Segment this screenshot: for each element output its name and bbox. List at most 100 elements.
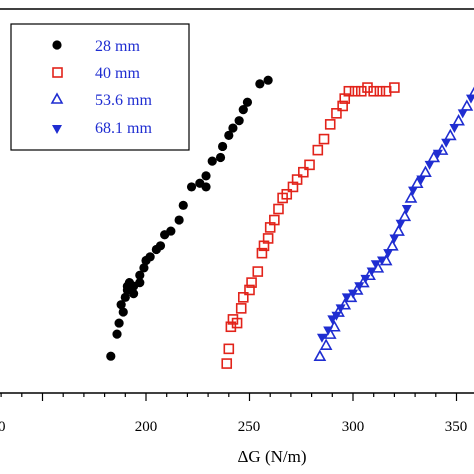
data-point bbox=[424, 160, 435, 170]
data-point bbox=[316, 333, 327, 343]
x-axis-title: ΔG (N/m) bbox=[237, 447, 306, 466]
data-point bbox=[112, 329, 122, 339]
data-point bbox=[441, 138, 452, 148]
x-tick-label-200: 200 bbox=[135, 419, 158, 435]
data-point bbox=[457, 109, 468, 119]
data-point bbox=[324, 119, 336, 130]
data-point bbox=[368, 85, 380, 97]
data-point bbox=[186, 182, 197, 192]
data-point bbox=[263, 75, 273, 85]
legend-marker-40mm bbox=[52, 67, 63, 78]
data-point bbox=[269, 214, 280, 226]
data-point bbox=[348, 289, 358, 299]
data-point bbox=[128, 289, 139, 299]
data-point bbox=[449, 124, 460, 134]
legend-box bbox=[10, 23, 190, 151]
data-point bbox=[135, 278, 145, 288]
data-point bbox=[291, 174, 303, 185]
data-point bbox=[370, 260, 381, 270]
data-point bbox=[281, 188, 293, 200]
data-point bbox=[416, 175, 427, 185]
data-point bbox=[166, 226, 176, 236]
data-point bbox=[354, 282, 365, 292]
legend-label-53-6mm: 53.6 mm bbox=[95, 92, 152, 109]
data-point bbox=[338, 298, 352, 310]
data-point bbox=[432, 149, 443, 159]
data-point bbox=[366, 267, 377, 277]
data-point bbox=[231, 317, 243, 329]
data-point bbox=[120, 292, 130, 302]
data-point bbox=[174, 215, 184, 225]
data-point bbox=[374, 85, 386, 97]
x-axis-ticks bbox=[0, 393, 458, 401]
data-point bbox=[238, 105, 248, 115]
data-point bbox=[468, 86, 474, 97]
x-tick-label-350: 350 bbox=[445, 419, 468, 435]
data-point bbox=[224, 130, 234, 140]
data-point bbox=[355, 85, 367, 97]
data-point bbox=[201, 182, 211, 192]
data-point bbox=[435, 143, 449, 155]
data-point bbox=[408, 186, 419, 196]
legend-marker-68-1mm bbox=[52, 125, 62, 134]
data-point bbox=[343, 85, 355, 97]
data-point bbox=[304, 159, 315, 171]
series-28-mm bbox=[106, 75, 273, 361]
data-point bbox=[319, 338, 333, 350]
data-point bbox=[139, 263, 149, 273]
data-point bbox=[335, 304, 346, 314]
data-point bbox=[201, 171, 211, 181]
data-point bbox=[389, 234, 400, 244]
data-point bbox=[383, 249, 394, 259]
data-point bbox=[246, 277, 257, 288]
data-point bbox=[313, 349, 327, 362]
legend-label-68-1mm: 68.1 mm bbox=[95, 120, 152, 137]
series-68-1-mm bbox=[316, 94, 474, 343]
data-point bbox=[337, 100, 348, 112]
data-point bbox=[145, 252, 155, 262]
data-point bbox=[376, 256, 387, 266]
data-point bbox=[242, 97, 253, 107]
data-point bbox=[256, 247, 268, 259]
data-point bbox=[207, 156, 217, 166]
data-point bbox=[155, 241, 166, 251]
data-point bbox=[392, 224, 405, 236]
data-point bbox=[234, 116, 244, 126]
data-point bbox=[223, 343, 235, 355]
data-point bbox=[262, 233, 274, 244]
data-point bbox=[323, 326, 334, 336]
data-point bbox=[341, 293, 352, 303]
data-point bbox=[215, 152, 226, 163]
data-point bbox=[106, 351, 116, 361]
data-point bbox=[328, 320, 341, 332]
data-point bbox=[116, 300, 126, 310]
data-point bbox=[312, 144, 324, 156]
data-point bbox=[298, 166, 309, 178]
data-point bbox=[401, 205, 412, 214]
data-point bbox=[318, 133, 330, 145]
data-point bbox=[225, 321, 237, 333]
data-point bbox=[273, 203, 284, 215]
data-point bbox=[362, 82, 373, 93]
data-point bbox=[331, 108, 342, 119]
legend-label-40mm: 40 mm bbox=[95, 65, 140, 82]
legend-marker-53-6mm bbox=[50, 92, 64, 104]
data-point bbox=[135, 270, 145, 280]
data-point bbox=[178, 200, 188, 210]
data-point bbox=[465, 94, 474, 104]
data-point bbox=[244, 284, 255, 296]
data-point bbox=[349, 85, 361, 97]
x-tick-label-300: 300 bbox=[342, 419, 365, 435]
data-point bbox=[385, 239, 399, 251]
data-point bbox=[252, 266, 264, 277]
data-points bbox=[106, 75, 474, 369]
data-point bbox=[114, 318, 124, 328]
x-tick-label-250: 250 bbox=[238, 419, 261, 435]
data-point bbox=[331, 311, 342, 321]
legend-marker-28mm bbox=[52, 40, 62, 50]
data-point bbox=[255, 79, 265, 89]
data-point bbox=[389, 82, 400, 93]
data-point bbox=[237, 292, 249, 303]
data-point bbox=[360, 274, 371, 284]
